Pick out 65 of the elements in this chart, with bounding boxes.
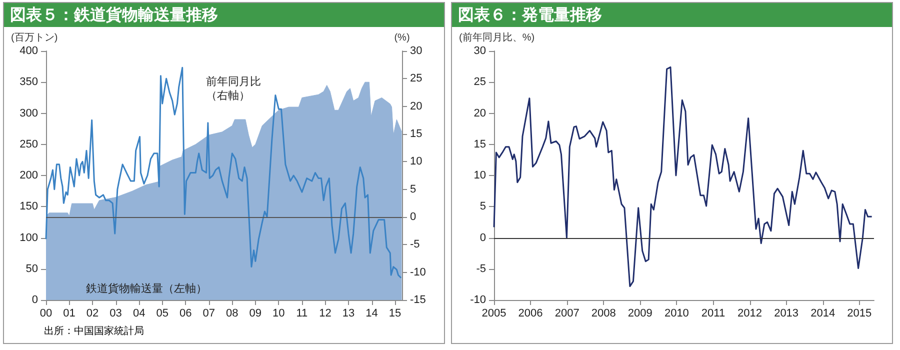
x-tick-label: 06 [179, 308, 192, 320]
y-tick-label: 10 [474, 170, 486, 182]
x-tick-label: 2015 [847, 308, 872, 320]
y-tick-label: -10 [470, 294, 486, 306]
chart-title: 図表６：発電量推移 [452, 3, 892, 27]
x-tick-label: 2014 [810, 308, 836, 320]
y-tick-label: 0 [480, 232, 486, 244]
y2-tick-label: 5 [410, 183, 416, 196]
series-label: 前年同月比（右軸） [206, 75, 261, 102]
y2-axis-title: (%) [394, 32, 410, 44]
x-tick-label: 08 [226, 308, 238, 320]
y-tick-label: 300 [20, 107, 38, 120]
y-tick-label: 20 [474, 107, 486, 120]
y2-tick-label: 10 [410, 156, 422, 168]
y2-tick-label: 15 [410, 128, 422, 140]
x-tick-label: 2013 [774, 308, 799, 320]
line-series [45, 66, 402, 279]
y-tick-label: 50 [26, 262, 38, 275]
x-tick-label: 2009 [628, 308, 652, 320]
x-tick-label: 01 [63, 308, 76, 320]
y-tick-label: 200 [20, 170, 38, 182]
x-tick-label: 15 [388, 308, 402, 320]
y2-tick-label: 20 [410, 100, 422, 112]
x-tick-label: 2006 [518, 308, 543, 320]
y2-tick-label: -5 [410, 238, 420, 251]
series-label: 鉄道貨物輸送量（左軸） [86, 282, 207, 295]
y-tick-label: 0 [32, 294, 38, 306]
line-series [493, 66, 873, 288]
y2-tick-label: 0 [410, 211, 416, 223]
y-tick-label: 30 [474, 45, 486, 57]
x-tick-label: 2007 [554, 308, 580, 320]
x-tick-label: 11 [296, 308, 308, 320]
y-tick-label: 5 [480, 200, 486, 213]
y-tick-label: 15 [474, 138, 486, 150]
y2-tick-label: 30 [410, 45, 422, 57]
x-tick-label: 2010 [664, 308, 689, 320]
y-tick-label: 150 [20, 200, 38, 213]
x-tick-label: 05 [156, 308, 168, 320]
x-tick-label: 09 [249, 308, 262, 320]
x-tick-label: 02 [86, 308, 99, 320]
x-tick-label: 10 [272, 308, 285, 320]
x-tick-label: 2011 [701, 308, 726, 320]
y2-tick-label: -10 [410, 266, 426, 278]
x-tick-label: 14 [366, 308, 378, 320]
x-tick-label: 13 [342, 308, 355, 320]
y2-tick-label: -15 [410, 294, 426, 306]
chart-title: 図表５：鉄道貨物輸送量推移 [4, 3, 444, 27]
y-axis-title: (前年同月比、%) [459, 32, 535, 44]
y-tick-label: 250 [20, 138, 38, 150]
y2-tick-label: 25 [410, 72, 422, 85]
x-tick-label: 03 [110, 308, 122, 320]
x-tick-label: 12 [319, 308, 332, 320]
x-tick-label: 07 [202, 308, 215, 320]
x-tick-label: 2005 [482, 308, 506, 320]
y-axis-title: (百万トン) [11, 32, 58, 44]
x-tick-label: 04 [132, 308, 146, 320]
x-tick-label: 00 [40, 308, 52, 320]
x-tick-label: 2012 [738, 308, 762, 320]
y-tick-label: 25 [474, 76, 486, 88]
x-tick-label: 2008 [591, 308, 616, 320]
y-tick-label: -5 [476, 262, 486, 275]
y-tick-label: 100 [20, 232, 38, 244]
text: 出所：中国国家統計局 [44, 326, 144, 337]
y-tick-label: 400 [20, 45, 38, 57]
y-tick-label: 350 [20, 76, 38, 88]
